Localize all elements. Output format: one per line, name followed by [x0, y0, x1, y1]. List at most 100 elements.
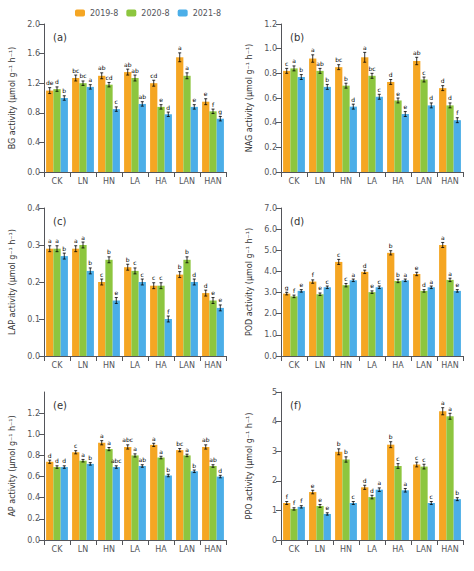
svg-text:POD activity (μmol g⁻¹ h⁻¹): POD activity (μmol g⁻¹ h⁻¹) [245, 228, 254, 336]
svg-text:d: d [389, 71, 393, 78]
svg-text:d: d [55, 457, 59, 464]
svg-text:LA: LA [367, 361, 378, 370]
svg-text:b: b [455, 489, 459, 496]
svg-text:ab: ab [98, 64, 106, 71]
svg-text:f: f [212, 101, 215, 108]
svg-text:HA: HA [155, 361, 167, 370]
svg-text:0.2: 0.2 [27, 514, 40, 523]
svg-text:c: c [326, 278, 329, 285]
svg-text:LAN: LAN [179, 177, 195, 186]
svg-text:g: g [285, 284, 289, 292]
svg-text:LA: LA [130, 177, 141, 186]
svg-text:a: a [292, 57, 296, 64]
svg-text:CK: CK [289, 361, 301, 370]
svg-text:a: a [351, 271, 355, 278]
svg-text:a: a [159, 448, 163, 455]
svg-text:LN: LN [78, 361, 88, 370]
svg-text:(c): (c) [53, 216, 66, 227]
svg-text:abc: abc [122, 436, 133, 443]
svg-text:c: c [74, 442, 77, 449]
svg-text:a: a [185, 446, 189, 453]
svg-text:b: b [88, 454, 92, 461]
svg-text:LA: LA [130, 545, 141, 554]
svg-text:b: b [344, 448, 348, 455]
svg-text:bc: bc [176, 440, 183, 447]
svg-text:c: c [430, 493, 433, 500]
svg-text:HA: HA [392, 545, 404, 554]
svg-text:d: d [363, 262, 367, 269]
svg-text:HN: HN [103, 177, 115, 186]
svg-text:bc: bc [72, 67, 79, 74]
svg-text:c: c [378, 278, 381, 285]
svg-text:a: a [185, 64, 189, 71]
svg-text:bc: bc [368, 65, 375, 72]
svg-text:HA: HA [155, 545, 167, 554]
svg-text:3: 3 [272, 447, 277, 456]
svg-text:d: d [48, 452, 52, 459]
svg-text:a: a [55, 237, 59, 244]
svg-text:2: 2 [272, 476, 277, 485]
svg-text:LAN: LAN [179, 545, 195, 554]
svg-text:bc: bc [335, 56, 342, 63]
svg-text:d: d [448, 94, 452, 101]
svg-text:d: d [422, 281, 426, 288]
svg-text:f: f [312, 271, 315, 278]
svg-text:cd: cd [150, 72, 157, 79]
svg-text:a: a [81, 234, 85, 241]
svg-text:4.0: 4.0 [264, 267, 277, 276]
svg-text:c: c [133, 259, 136, 266]
svg-text:a: a [441, 234, 445, 241]
svg-text:1.0: 1.0 [264, 330, 277, 339]
svg-text:ab: ab [413, 49, 421, 56]
svg-text:e: e [318, 496, 322, 503]
svg-text:2020-8: 2020-8 [141, 9, 169, 18]
svg-text:b: b [192, 462, 196, 469]
svg-text:0.8: 0.8 [27, 451, 40, 460]
svg-text:HAN: HAN [204, 361, 221, 370]
svg-text:0.0: 0.0 [264, 352, 277, 361]
svg-text:b: b [337, 440, 341, 447]
svg-text:c: c [378, 86, 381, 93]
svg-text:CK: CK [52, 545, 64, 554]
svg-text:5.0: 5.0 [264, 246, 277, 255]
svg-text:bc: bc [79, 72, 86, 79]
svg-text:PPO activity (μmol g⁻¹ h⁻¹): PPO activity (μmol g⁻¹ h⁻¹) [245, 413, 254, 520]
svg-text:e: e [204, 90, 208, 97]
svg-text:ab: ab [316, 60, 324, 67]
svg-text:HAN: HAN [204, 177, 221, 186]
svg-text:(d): (d) [290, 216, 304, 227]
svg-text:a: a [74, 237, 78, 244]
svg-text:CK: CK [289, 177, 301, 186]
svg-text:e: e [325, 504, 329, 511]
svg-text:0.4: 0.4 [27, 493, 40, 502]
svg-text:0.0: 0.0 [264, 168, 277, 177]
svg-text:ab: ab [139, 93, 147, 100]
svg-text:a: a [178, 44, 182, 51]
svg-text:NAG activity (μmol g⁻¹ h⁻¹): NAG activity (μmol g⁻¹ h⁻¹) [245, 44, 254, 152]
svg-text:a: a [311, 46, 315, 53]
svg-text:d: d [370, 487, 374, 494]
svg-text:d: d [218, 467, 222, 474]
svg-text:HN: HN [340, 361, 352, 370]
svg-text:a: a [152, 435, 156, 442]
svg-text:1: 1 [272, 506, 277, 515]
svg-text:a: a [88, 76, 92, 83]
svg-text:cd: cd [105, 74, 112, 81]
svg-text:d: d [192, 271, 196, 278]
svg-text:b: b [299, 66, 303, 73]
svg-text:e: e [192, 96, 196, 103]
svg-text:CK: CK [52, 361, 64, 370]
svg-text:ab: ab [209, 456, 217, 463]
svg-text:d: d [441, 77, 445, 84]
svg-text:c: c [422, 456, 425, 463]
svg-text:b: b [185, 248, 189, 255]
svg-text:a: a [133, 445, 137, 452]
svg-text:b: b [62, 245, 66, 252]
svg-text:2.0: 2.0 [27, 20, 40, 29]
svg-text:HA: HA [155, 177, 167, 186]
svg-text:0.0: 0.0 [27, 352, 40, 361]
svg-text:LN: LN [315, 177, 325, 186]
svg-text:0.6: 0.6 [264, 94, 277, 103]
svg-text:(a): (a) [53, 32, 67, 43]
svg-text:LAN: LAN [416, 177, 432, 186]
